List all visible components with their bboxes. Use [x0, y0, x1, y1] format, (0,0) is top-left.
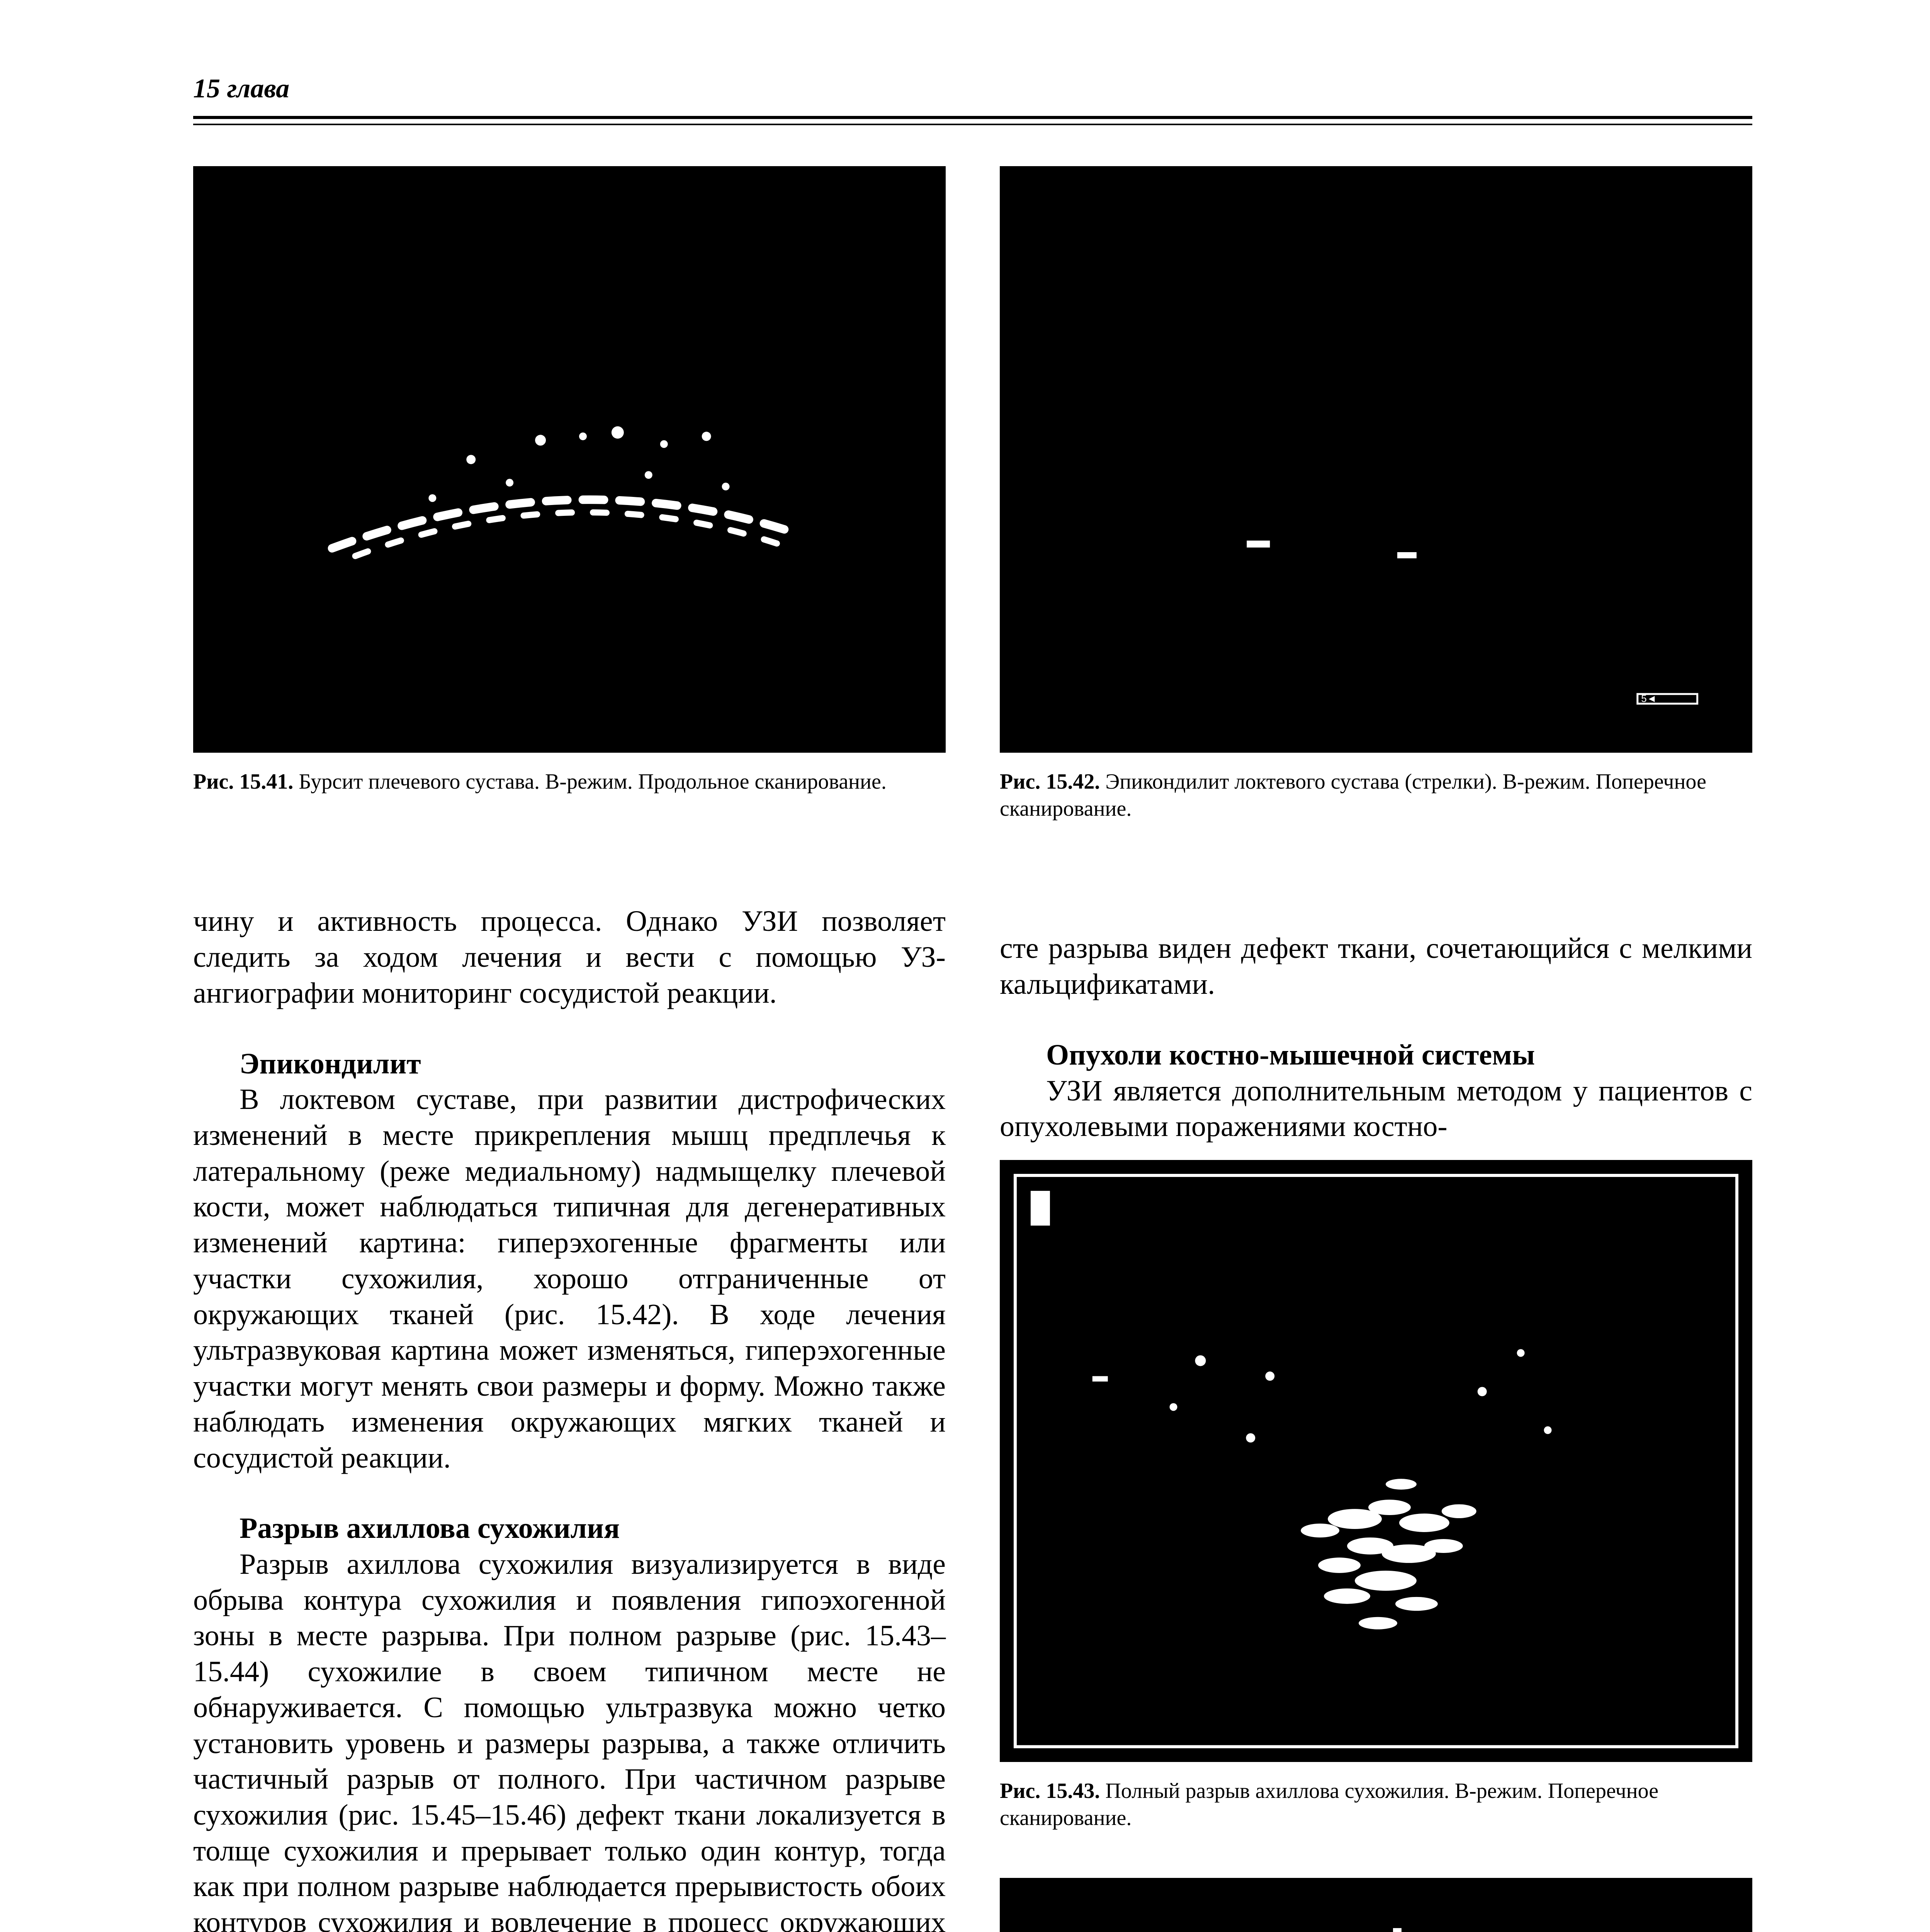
figure-15-44 — [1000, 1878, 1752, 1932]
paragraph: УЗИ является дополнительным методом у па… — [1000, 1073, 1752, 1145]
page: 15 глава — [0, 0, 1930, 1932]
ultrasound-image — [193, 166, 946, 753]
paragraph: В локтевом суставе, при развитии дистроф… — [193, 1082, 946, 1476]
figure-15-42: 5◄ — [1000, 166, 1752, 753]
left-body: чину и активность процесса. Однако УЗИ п… — [193, 903, 946, 1932]
ultrasound-image — [1000, 1878, 1752, 1932]
figure-label: Рис. 15.41. — [193, 770, 293, 794]
right-column: 5◄ Рис. 15.42. Эпикондилит локтевого сус… — [1000, 166, 1752, 1932]
ultrasound-image: 5◄ — [1000, 166, 1752, 753]
ultrasound-image — [1000, 1160, 1752, 1762]
heading-achilles-rupture: Разрыв ахиллова сухожилия — [193, 1510, 946, 1546]
paragraph: чину и активность процесса. Однако УЗИ п… — [193, 903, 946, 1011]
heading-epicondylitis: Эпикондилит — [193, 1046, 946, 1082]
head-rule — [193, 116, 1752, 125]
figure-caption-text: Эпикондилит локтевого сустава (стрелки).… — [1000, 770, 1706, 821]
figure-15-43-caption: Рис. 15.43. Полный разрыв ахиллова сухож… — [1000, 1777, 1752, 1832]
figure-caption-text: Бурсит плечевого сустава. В-режим. Продо… — [299, 770, 887, 794]
figure-15-43 — [1000, 1160, 1752, 1762]
right-body: сте разрыва виден дефект ткани, сочетающ… — [1000, 930, 1752, 1145]
figure-label: Рис. 15.43. — [1000, 1779, 1100, 1803]
columns: Рис. 15.41. Бурсит плечевого сустава. В-… — [193, 166, 1752, 1932]
paragraph: сте разрыва виден дефект ткани, сочетающ… — [1000, 930, 1752, 1002]
figure-15-41-caption: Рис. 15.41. Бурсит плечевого сустава. В-… — [193, 768, 946, 795]
figure-15-41 — [193, 166, 946, 753]
left-column: Рис. 15.41. Бурсит плечевого сустава. В-… — [193, 166, 946, 1932]
heading-tumors: Опухоли костно-мышечной системы — [1000, 1037, 1752, 1073]
svg-text:5◄: 5◄ — [1641, 693, 1656, 704]
figure-label: Рис. 15.42. — [1000, 770, 1100, 794]
figure-15-42-caption: Рис. 15.42. Эпикондилит локтевого сустав… — [1000, 768, 1752, 822]
paragraph: Разрыв ахиллова сухожилия визуализируетс… — [193, 1546, 946, 1932]
running-head: 15 глава — [193, 73, 1752, 116]
